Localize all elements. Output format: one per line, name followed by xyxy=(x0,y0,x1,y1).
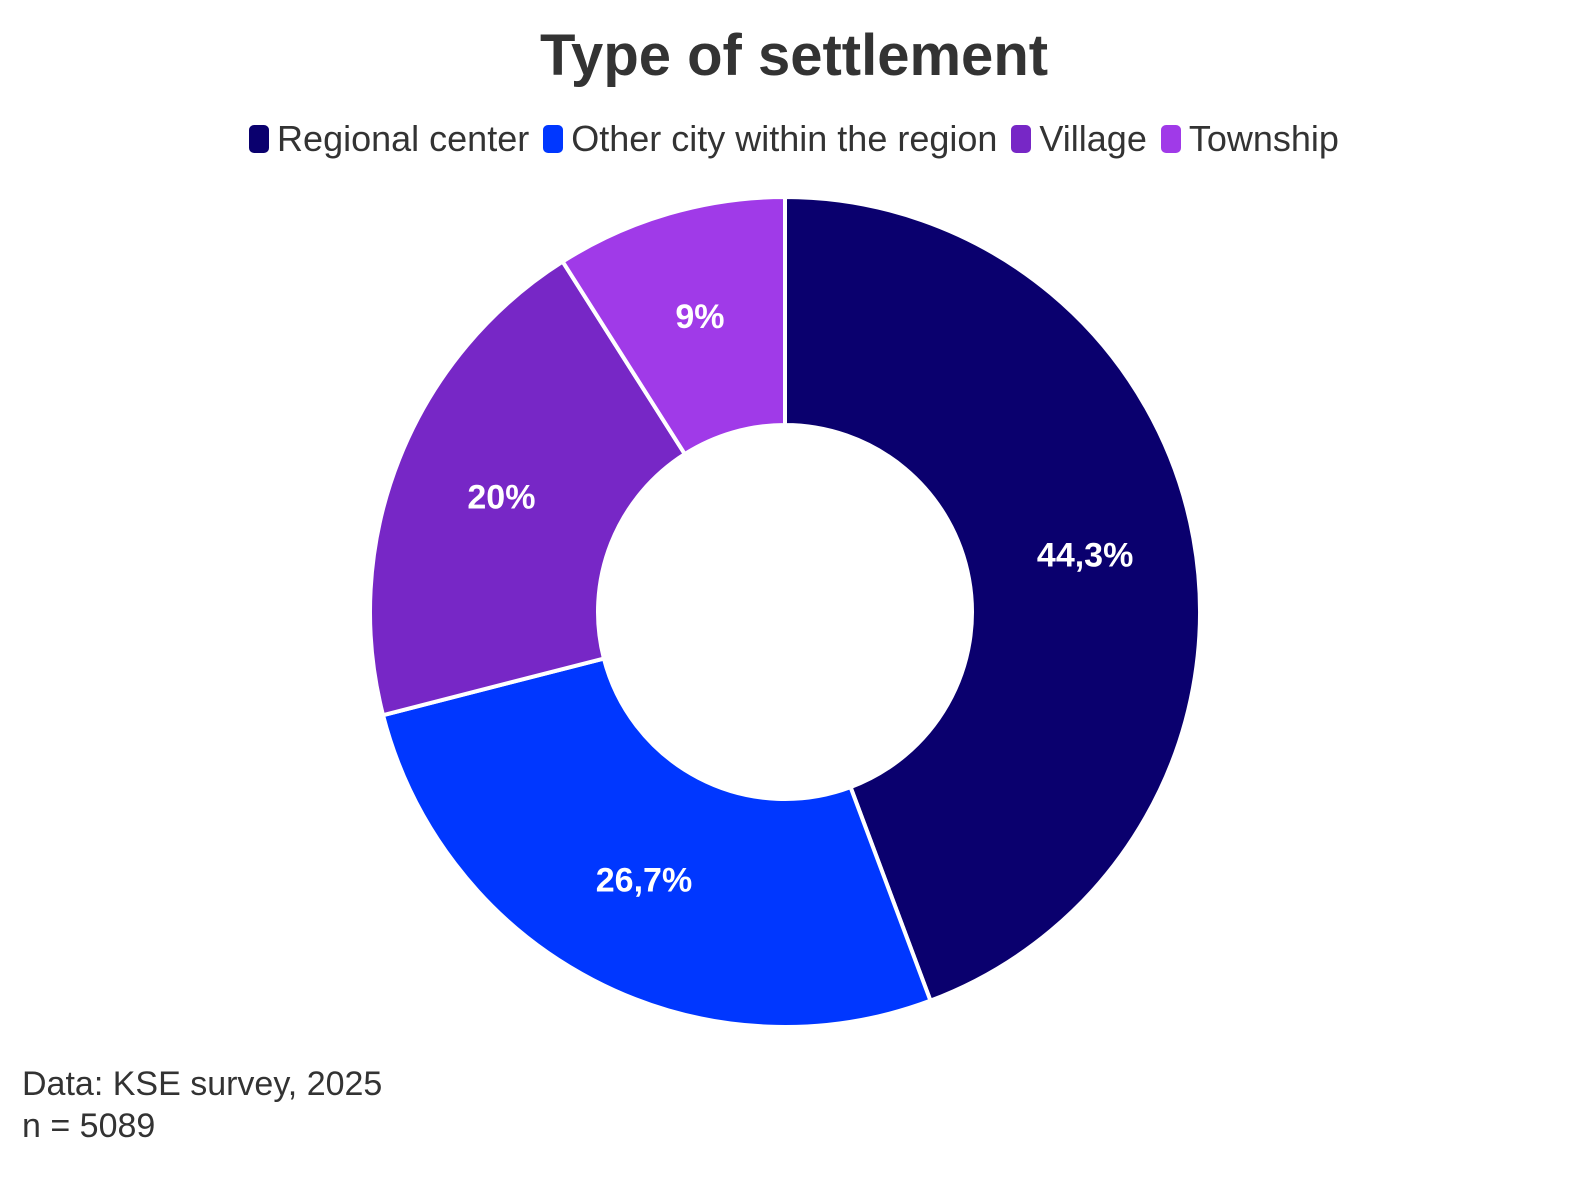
legend-label: Other city within the region xyxy=(571,118,998,159)
slice-label-other-city: 26,7% xyxy=(596,861,692,899)
slice-label-regional-center: 44,3% xyxy=(1037,537,1133,575)
legend-item-regional-center[interactable]: Regional center xyxy=(249,118,529,160)
legend-swatch xyxy=(249,125,270,153)
slice-label-village: 20% xyxy=(467,479,535,517)
source-note: Data: KSE survey, 2025 xyxy=(22,1065,383,1103)
legend-item-township[interactable]: Township xyxy=(1160,118,1339,160)
donut-slice-village[interactable] xyxy=(368,259,687,718)
legend-swatch xyxy=(1011,125,1032,153)
slice-label-township: 9% xyxy=(675,298,724,336)
donut-slice-other-city[interactable] xyxy=(381,656,933,1030)
legend-item-other-city[interactable]: Other city within the region xyxy=(543,118,997,160)
legend-item-village[interactable]: Village xyxy=(1011,118,1147,160)
legend-label: Township xyxy=(1188,118,1339,159)
sample-size-note: n = 5089 xyxy=(22,1107,156,1145)
legend-label: Village xyxy=(1039,118,1147,159)
legend-swatch xyxy=(543,125,564,153)
legend-swatch xyxy=(1160,125,1181,153)
chart-title: Type of settlement xyxy=(539,23,1049,88)
footnote: Data: KSE survey, 2025 n = 5089 xyxy=(22,1063,382,1147)
legend-label: Regional center xyxy=(277,118,530,159)
donut-slice-regional-center[interactable] xyxy=(783,195,1203,1003)
legend: Regional center Other city within the re… xyxy=(0,118,1588,160)
donut-slice-township[interactable] xyxy=(560,195,787,457)
